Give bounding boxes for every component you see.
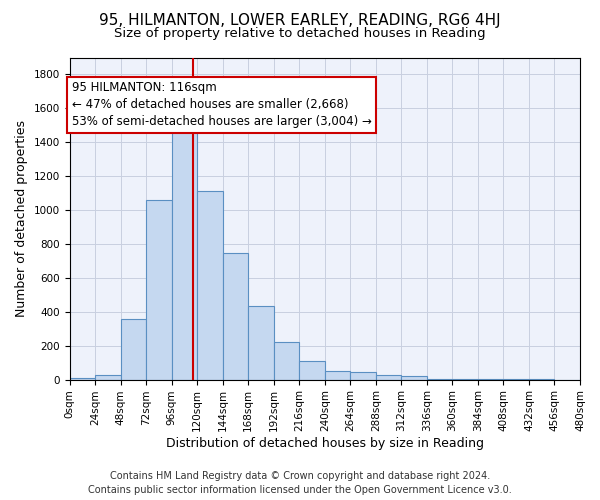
Bar [376, 375, 401, 380]
Text: 95, HILMANTON, LOWER EARLEY, READING, RG6 4HJ: 95, HILMANTON, LOWER EARLEY, READING, RG… [99, 12, 501, 28]
Text: Contains HM Land Registry data © Crown copyright and database right 2024.
Contai: Contains HM Land Registry data © Crown c… [88, 471, 512, 495]
Text: 95 HILMANTON: 116sqm
← 47% of detached houses are smaller (2,668)
53% of semi-de: 95 HILMANTON: 116sqm ← 47% of detached h… [71, 81, 371, 128]
Bar [95, 374, 121, 380]
Bar [274, 342, 299, 380]
Bar [350, 372, 376, 380]
Bar [172, 132, 197, 380]
Bar [401, 376, 427, 380]
Bar [325, 370, 350, 380]
Bar [197, 192, 223, 380]
Bar [478, 379, 503, 380]
Bar [121, 320, 146, 380]
Y-axis label: Number of detached properties: Number of detached properties [15, 120, 28, 317]
Bar [452, 378, 478, 380]
X-axis label: Distribution of detached houses by size in Reading: Distribution of detached houses by size … [166, 437, 484, 450]
Bar [427, 378, 452, 380]
Bar [146, 200, 172, 380]
Bar [70, 378, 95, 380]
Bar [248, 306, 274, 380]
Text: Size of property relative to detached houses in Reading: Size of property relative to detached ho… [114, 28, 486, 40]
Bar [223, 254, 248, 380]
Bar [299, 362, 325, 380]
